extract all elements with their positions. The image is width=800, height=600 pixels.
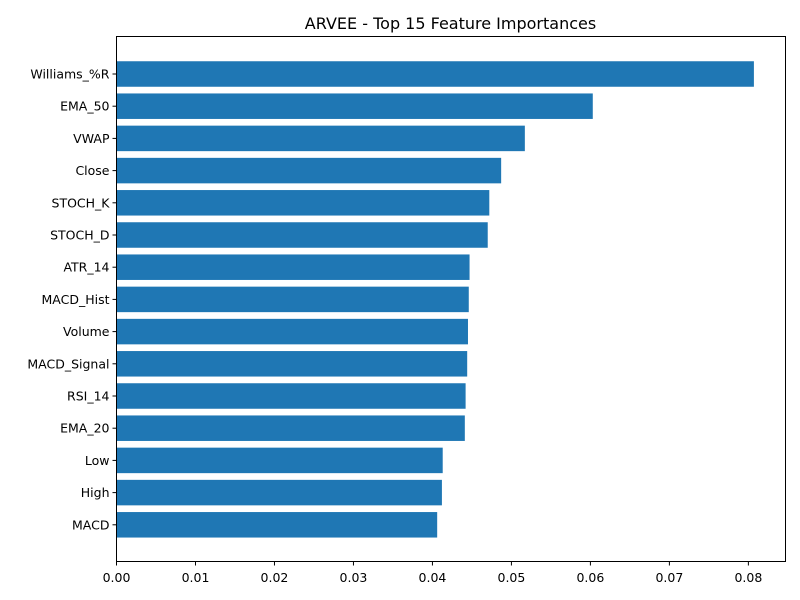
x-tick-label: 0.03 xyxy=(340,570,368,585)
bar xyxy=(116,125,525,152)
y-tick-label: ATR_14 xyxy=(63,260,109,275)
y-tick-label: RSI_14 xyxy=(67,389,110,404)
bar xyxy=(116,415,465,441)
x-tick-label: 0.02 xyxy=(261,570,289,585)
bar xyxy=(116,93,593,119)
y-tick-label: MACD_Signal xyxy=(27,356,109,371)
y-tick-label: EMA_20 xyxy=(60,421,109,436)
bar xyxy=(116,383,466,409)
bar xyxy=(116,447,443,474)
bar xyxy=(116,351,468,377)
x-axis-ticks: 0.00 0.01 0.02 0.03 0.04 0.05 0.06 0.07 0.08 xyxy=(103,561,762,585)
y-tick-label: Volume xyxy=(63,324,110,339)
bar xyxy=(116,157,502,184)
y-tick-label: Williams_%R xyxy=(30,67,109,82)
y-tick-label: High xyxy=(81,485,110,500)
bar xyxy=(116,254,470,280)
bar xyxy=(116,479,442,506)
x-tick-label: 0.04 xyxy=(419,570,447,585)
x-tick-label: 0.08 xyxy=(734,570,762,585)
bar xyxy=(116,61,754,87)
y-tick-label: Low xyxy=(85,453,110,468)
y-tick-label: VWAP xyxy=(73,131,110,146)
bar xyxy=(116,190,490,216)
x-tick-label: 0.00 xyxy=(103,570,131,585)
x-tick-label: 0.05 xyxy=(498,570,526,585)
y-tick-label: MACD xyxy=(72,517,109,532)
bar xyxy=(116,318,468,345)
x-tick-label: 0.06 xyxy=(576,570,604,585)
x-tick-label: 0.07 xyxy=(655,570,683,585)
bar xyxy=(116,512,438,538)
x-tick-label: 0.01 xyxy=(182,570,210,585)
y-tick-label: MACD_Hist xyxy=(41,292,109,307)
bar xyxy=(116,222,488,248)
y-tick-label: STOCH_D xyxy=(50,228,109,243)
y-tick-label: STOCH_K xyxy=(52,195,111,210)
bar xyxy=(116,286,469,313)
bars-group xyxy=(116,61,754,538)
y-tick-label: EMA_50 xyxy=(60,99,109,114)
y-tick-label: Close xyxy=(75,163,109,178)
plot-frame xyxy=(116,36,786,562)
y-axis-ticks: Williams_%R EMA_50 VWAP Close STOCH_K STOCH_D… xyxy=(27,67,117,532)
chart-title: ARVEE - Top 15 Feature Importances xyxy=(305,14,596,33)
